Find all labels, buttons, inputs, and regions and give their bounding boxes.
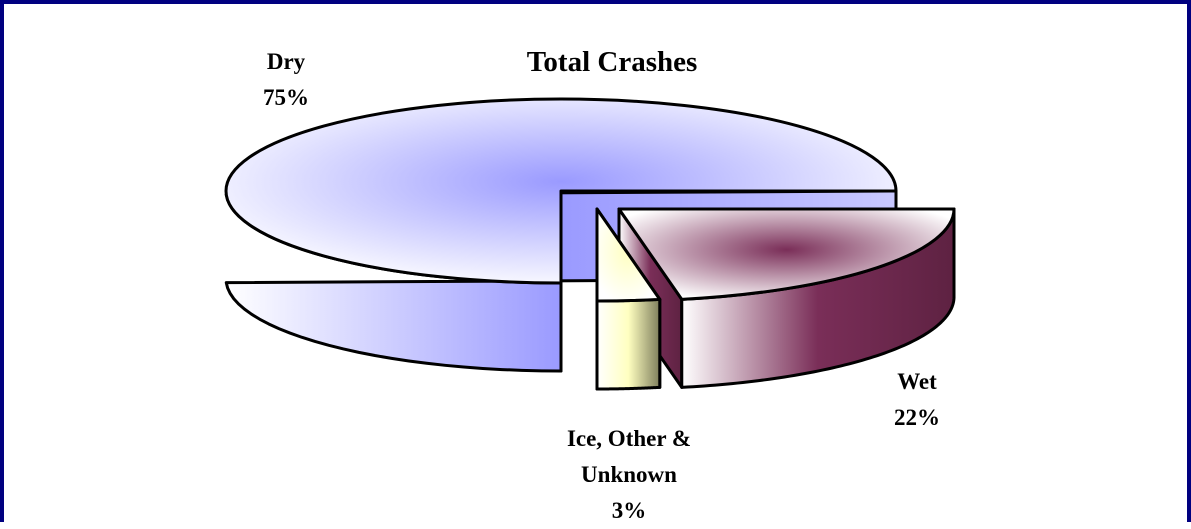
slice-name: Dry [266, 49, 306, 74]
pie-slice [617, 207, 956, 389]
slice-name: Ice, Other & Unknown [566, 426, 692, 487]
slice-value: 75% [263, 85, 309, 110]
slice-side [595, 297, 662, 391]
slice-name: Wet [897, 369, 937, 394]
slice-label: Dry 75% [201, 44, 371, 116]
chart [224, 97, 956, 391]
slice-value: 22% [894, 405, 940, 430]
slice-top [617, 207, 956, 301]
slice-label: Wet 22% [832, 364, 1002, 436]
slice-value: 3% [611, 498, 647, 523]
pie-slice [595, 207, 662, 391]
slice-label: Ice, Other & Unknown 3% [544, 421, 714, 529]
chart-title: Total Crashes [526, 46, 698, 78]
slice-top [595, 207, 662, 303]
slice-top [224, 97, 898, 285]
